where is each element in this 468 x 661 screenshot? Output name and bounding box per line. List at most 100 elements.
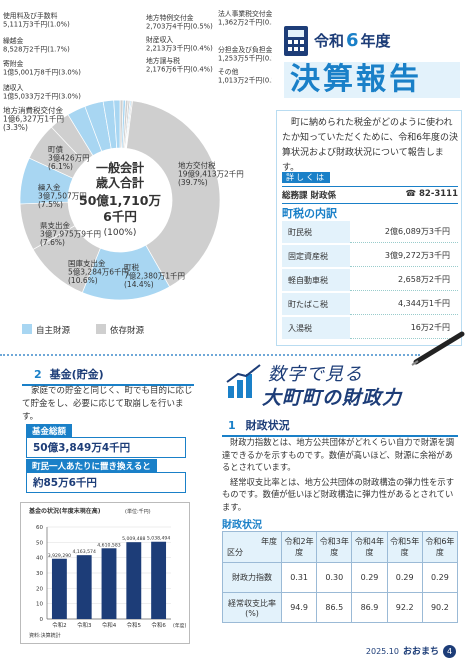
fund-total: 50億3,849万4千円 [26,437,186,458]
cell: 0.29 [421,562,459,593]
corner-bottom: 区分 [227,548,243,557]
segment-percent: (6.1%) [48,162,73,171]
icon-screen [288,30,304,37]
bar-value-label: 3,929,290 [48,553,71,559]
chart-title: 基金の状況(年度末現在高) [28,507,101,515]
segment-name: 地方交付税 [178,160,216,170]
segment-amount: 5,111万3千円 [3,20,47,29]
x-tick-label: 令和3 [77,621,92,629]
tax-row: 町民税 2億6,089万3千円 [282,221,458,243]
segment-amount: 3億426万円 [48,153,90,163]
row-name: 財政力指数 [222,562,282,593]
finance-paragraph: 財政力指数とは、地方公共団体がどれくらい自力で財源を調達できるかを示すものです。… [222,437,455,472]
legend-swatch [22,324,32,334]
center-label: (100%) [104,228,137,238]
bar-value-label: 5,009,488 [122,536,145,542]
fund-text: 家庭での貯金と同じく、町でも目的に応じて貯金をし、必要に応じて取崩しを行います。 [22,386,193,422]
segment-amount: 1,253万5千円 [218,54,262,63]
bar [151,541,167,619]
cell: 86.5 [316,592,353,623]
bar [101,548,117,619]
y-tick-label: 0 [40,617,44,623]
segment-label: 町債 3億426万円(6.1%) [48,144,90,171]
segment-label: 繰入金 3億7,507万円(7.5%) [38,182,87,209]
column-header: 令和3年度 [316,531,353,563]
segment-amount: 1億6,327万1千円 [3,114,64,124]
segment-name: 法人事業税交付金 [218,9,272,18]
segment-amount: 1億5,001万8千円 [3,68,58,77]
row-name: 経常収支比率(%) [222,592,282,623]
segment-name: 町税 [124,262,139,272]
bar-value-label: 4,163,574 [73,549,96,555]
footer-name: おおまち [402,647,439,657]
pen-tip [411,360,419,366]
column-header: 令和4年度 [351,531,388,563]
y-tick-label: 30 [36,571,43,577]
bar-value-label: 4,610,583 [97,542,120,548]
x-tick-label: 令和5 [127,621,142,629]
feature-line2: 大町町の財政力 [262,387,403,409]
segment-label: 国庫支出金 5億3,284万6千円(10.6%) [68,258,129,285]
icon-key [288,47,292,51]
x-tick-label: 令和4 [102,621,117,629]
center-label: 6千円 [103,209,137,224]
segment-name: その他 [218,67,239,76]
tax-name: 入湯税 [282,317,350,339]
segment-name: 地方譲与税 [146,56,180,65]
segment-amount: 2,703万4千円 [146,22,190,31]
corner-top: 年度 [261,537,277,546]
contact-row: 総務課 財政係 ☎ 82-3111 [282,186,458,204]
finance-number: 1 [228,419,236,432]
segment-amount: 8,528万2千円 [3,45,47,54]
segment-percent: (3.0%) [58,93,81,101]
info-box [276,110,462,346]
bar [76,555,92,619]
footer: 2025.10 おおまち 4 [366,644,456,658]
cell: 0.30 [316,562,353,593]
corner-cell: 年度区分 [222,531,282,563]
fund-number: 2 [34,368,42,381]
segment-amount: 1億5,033万2千円 [3,92,58,101]
icon-bar [246,374,252,398]
y-tick-label: 10 [36,602,43,608]
column-header: 令和6年度 [421,531,459,563]
segment-name: 繰越金 [3,36,24,45]
segment-name: 財産収入 [146,35,173,44]
pen [413,331,465,365]
segment-percent: (3.0%) [58,69,81,77]
bar [126,542,142,619]
tax-row: 入湯税 16万2千円 [282,317,458,339]
tax-amount: 3億9,272万3千円 [350,245,458,267]
segment-amount: 1,013万2千円 [218,76,262,85]
segment-percent: (0.2%) [262,55,272,63]
segment-name: 分担金及び負担金 [218,45,272,54]
tax-table: 町民税 2億6,089万3千円 固定資産税 3億9,272万3千円 軽自動車税 2,658… [282,221,458,341]
nendo: 年度 [360,32,391,50]
segment-name: 諸収入 [3,83,24,92]
segment-label: 寄附金 1億5,001万8千円(3.0%) [3,59,81,77]
calculator-icon [284,26,308,56]
center-label: 50億1,710万 [79,193,161,208]
segment-label: 地方交付税 19億9,413万2千円(39.7%) [178,160,244,187]
segment-name: 県支出金 [40,220,70,230]
unit-label: (単位:千円) [125,508,151,515]
header-title: 決算報告 [290,62,422,97]
header-year: 令和 6 年度 [314,30,391,51]
bar-value-label: 5,038,494 [147,536,170,542]
segment-amount: 1,362万2千円 [218,18,262,27]
y-tick-label: 40 [36,556,43,562]
finance-paragraph: 経常収支比率とは、地方公共団体の財政構造の弾力性を示すものです。数値が低いほど財… [222,476,455,512]
tax-row: 固定資産税 3億9,272万3千円 [282,245,458,267]
tax-name: 固定資産税 [282,245,350,267]
center-label: 歳入合計 [96,175,144,190]
segment-label: 地方消費税交付金 1億6,327万1千円(3.3%) [3,105,64,132]
page-number: 4 [443,645,456,658]
icon-bar [237,380,243,398]
tax-amount: 2億6,089万3千円 [350,221,458,243]
segment-percent: (14.4%) [124,280,154,289]
cell: 92.2 [386,592,423,623]
segment-label: 財産収入 2,213万3千円(0.4%) [146,35,213,53]
segment-label: 地方譲与税 2,176万6千円(0.4%) [146,56,213,74]
segment-amount: 19億9,413万2千円 [178,169,244,179]
